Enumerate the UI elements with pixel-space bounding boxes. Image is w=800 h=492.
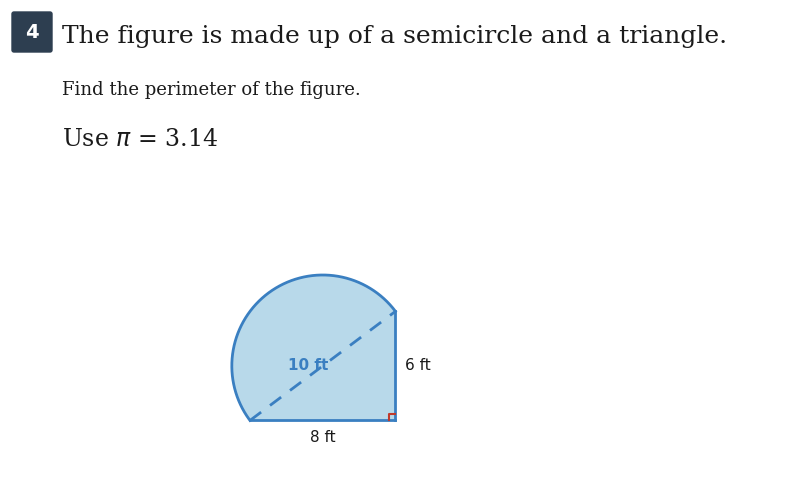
Text: The figure is made up of a semicircle and a triangle.: The figure is made up of a semicircle an… bbox=[62, 25, 727, 48]
Text: Use $\pi$ = 3.14: Use $\pi$ = 3.14 bbox=[62, 128, 218, 152]
Polygon shape bbox=[232, 275, 395, 421]
Text: 8 ft: 8 ft bbox=[310, 430, 335, 445]
Text: 6 ft: 6 ft bbox=[405, 358, 430, 373]
Text: Find the perimeter of the figure.: Find the perimeter of the figure. bbox=[62, 81, 361, 99]
Text: 4: 4 bbox=[25, 23, 39, 41]
Text: 10 ft: 10 ft bbox=[288, 358, 328, 373]
FancyBboxPatch shape bbox=[12, 12, 52, 52]
